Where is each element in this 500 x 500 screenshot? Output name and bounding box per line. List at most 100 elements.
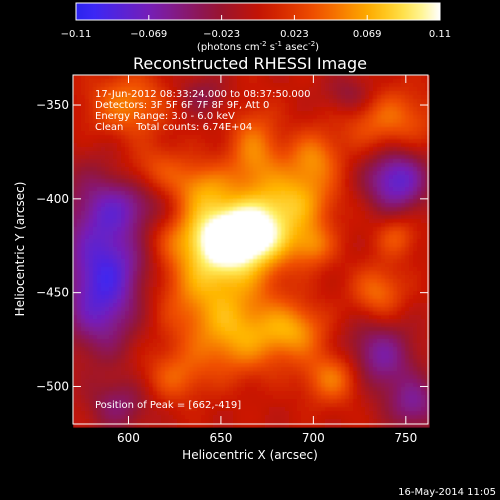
heatmap-cell [205,291,210,296]
heatmap-cell [301,119,306,124]
heatmap-cell [141,159,146,164]
heatmap-cell [101,147,106,152]
heatmap-cell [265,131,270,136]
heatmap-cell [425,95,430,100]
heatmap-cell [185,235,190,240]
heatmap-cell [189,155,194,160]
heatmap-cell [329,171,334,176]
heatmap-cell [165,239,170,244]
heatmap-cell [229,127,234,132]
heatmap-cell [173,87,178,92]
heatmap-cell [361,195,366,200]
heatmap-cell [133,287,138,292]
heatmap-cell [261,219,266,224]
heatmap-cell [173,239,178,244]
heatmap-cell [325,231,330,236]
heatmap-cell [329,219,334,224]
heatmap-cell [249,131,254,136]
heatmap-cell [209,223,214,228]
heatmap-cell [153,291,158,296]
heatmap-cell [361,99,366,104]
heatmap-cell [205,215,210,220]
heatmap-cell [345,163,350,168]
heatmap-cell [381,295,386,300]
heatmap-cell [269,139,274,144]
heatmap-cell [237,75,242,80]
heatmap-cell [149,207,154,212]
heatmap-cell [113,251,118,256]
heatmap-cell [253,275,258,280]
heatmap-cell [321,203,326,208]
heatmap-cell [173,111,178,116]
heatmap-cell [397,83,402,88]
heatmap-cell [81,227,86,232]
heatmap-cell [169,247,174,252]
heatmap-cell [77,87,82,92]
heatmap-cell [301,251,306,256]
heatmap-cell [357,239,362,244]
heatmap-cell [325,91,330,96]
heatmap-cell [377,91,382,96]
heatmap-cell [293,259,298,264]
heatmap-cell [105,231,110,236]
heatmap-cell [97,167,102,172]
heatmap-cell [185,151,190,156]
heatmap-cell [165,283,170,288]
heatmap-cell [425,87,430,92]
heatmap-cell [321,187,326,192]
heatmap-cell [145,207,150,212]
heatmap-cell [121,179,126,184]
heatmap-cell [241,219,246,224]
heatmap-cell [309,163,314,168]
heatmap-cell [257,251,262,256]
heatmap-cell [341,207,346,212]
heatmap-cell [177,99,182,104]
heatmap-cell [149,295,154,300]
heatmap-cell [369,223,374,228]
heatmap-cell [273,271,278,276]
heatmap-cell [285,123,290,128]
heatmap-cell [313,199,318,204]
heatmap-cell [245,139,250,144]
heatmap-cell [145,211,150,216]
heatmap-cell [297,151,302,156]
heatmap-cell [421,167,426,172]
heatmap-cell [229,167,234,172]
heatmap-cell [133,279,138,284]
heatmap-cell [297,219,302,224]
heatmap-cell [201,123,206,128]
heatmap-cell [73,259,78,264]
heatmap-cell [129,195,134,200]
heatmap-cell [193,203,198,208]
heatmap-cell [273,275,278,280]
heatmap-cell [289,219,294,224]
heatmap-cell [349,167,354,172]
heatmap-cell [105,227,110,232]
heatmap-cell [113,219,118,224]
heatmap-cell [141,135,146,140]
heatmap-cell [161,79,166,84]
heatmap-cell [185,271,190,276]
heatmap-cell [293,235,298,240]
heatmap-cell [333,135,338,140]
heatmap-cell [373,119,378,124]
heatmap-cell [113,211,118,216]
heatmap-cell [189,175,194,180]
heatmap-cell [389,251,394,256]
heatmap-cell [349,235,354,240]
heatmap-cell [217,243,222,248]
heatmap-cell [153,215,158,220]
heatmap-cell [345,287,350,292]
heatmap-cell [89,111,94,116]
heatmap-cell [97,251,102,256]
heatmap-cell [233,215,238,220]
heatmap-cell [197,195,202,200]
heatmap-cell [273,123,278,128]
heatmap-cell [181,251,186,256]
heatmap-cell [237,295,242,300]
heatmap-cell [309,119,314,124]
heatmap-cell [269,135,274,140]
heatmap-cell [305,247,310,252]
heatmap-cell [325,175,330,180]
heatmap-cell [241,215,246,220]
